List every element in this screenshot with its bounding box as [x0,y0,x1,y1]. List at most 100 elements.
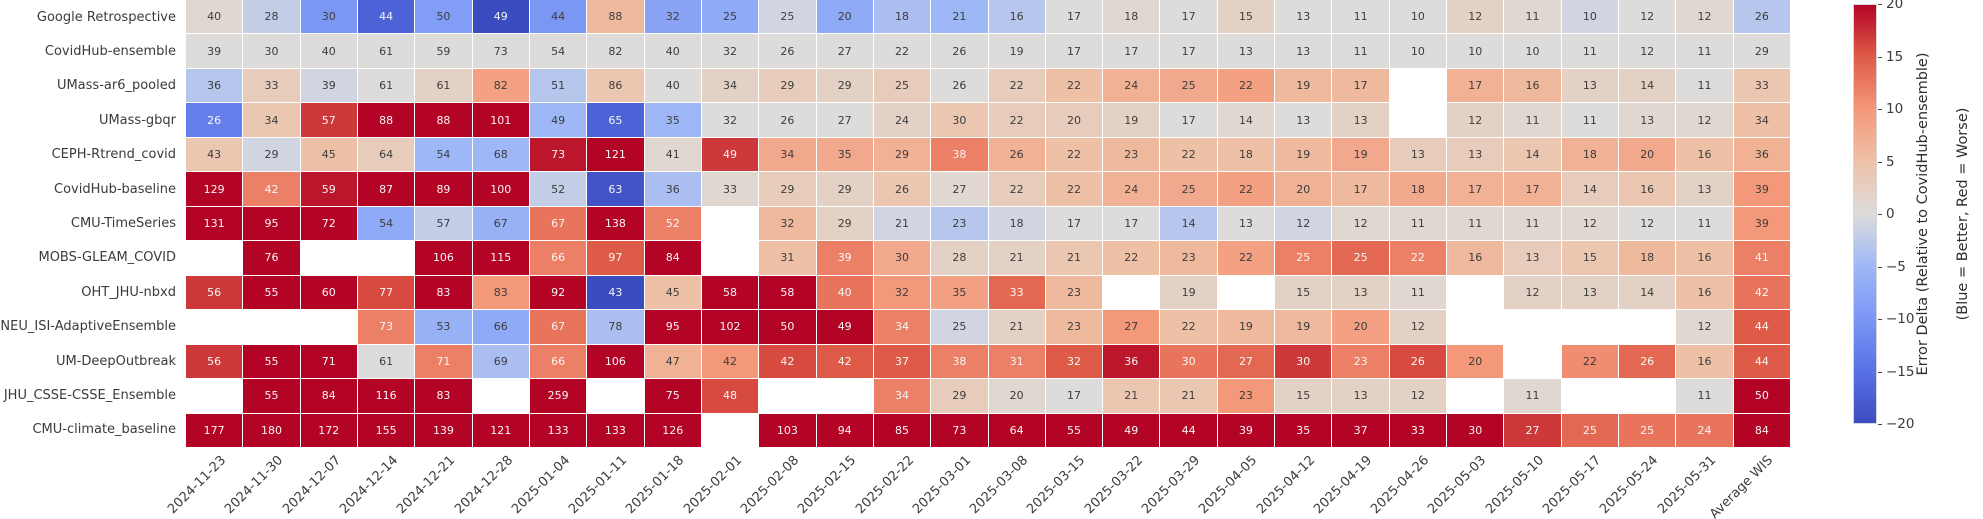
heatmap-cell: 32 [644,0,701,34]
heatmap-cell: 19 [1275,310,1332,344]
heatmap-cell: 26 [759,34,816,68]
heatmap-cell: 33 [1733,68,1790,103]
heatmap-cell: 172 [300,413,357,447]
heatmap-cell: 129 [186,172,243,206]
heatmap-cell: 88 [357,103,415,137]
heatmap-cell: 40 [644,68,701,103]
heatmap-cell: 83 [415,379,472,413]
x-tick-label: 2025-02-01 [680,453,745,518]
heatmap-cell [357,241,415,275]
heatmap-cell: 22 [988,68,1045,103]
heatmap-cell: 12 [1332,206,1389,241]
heatmap-cell: 40 [300,34,357,68]
heatmap-cell: 33 [243,68,300,103]
heatmap-cell: 16 [1676,275,1733,310]
heatmap-cell: 259 [529,379,587,413]
heatmap-cell: 55 [243,344,300,379]
heatmap-cell: 19 [1275,137,1332,172]
heatmap-cell: 19 [1160,275,1217,310]
heatmap-cell: 27 [1103,310,1160,344]
heatmap-cell: 14 [1619,275,1676,310]
heatmap-cell: 28 [931,241,988,275]
heatmap-cell: 23 [1045,310,1103,344]
heatmap-cell: 17 [1045,0,1103,34]
x-tick-label: 2025-05-24 [1597,453,1662,518]
heatmap-cell: 20 [1275,172,1332,206]
colorbar-tick-label: −20 [1886,416,1915,432]
heatmap-cell: 13 [1561,68,1619,103]
heatmap-cell: 155 [357,413,415,447]
heatmap-cell: 66 [529,344,587,379]
heatmap-cell: 29 [816,172,873,206]
heatmap-cell: 17 [1447,68,1504,103]
row-label: UMass-ar6_pooled [56,78,176,94]
heatmap-cell: 17 [1160,34,1217,68]
heatmap-cell: 39 [816,241,873,275]
heatmap-cell: 15 [1217,0,1275,34]
heatmap-cell: 25 [1332,241,1389,275]
heatmap-cell: 40 [816,275,873,310]
heatmap-cell: 30 [243,34,300,68]
x-tick-label: 2025-05-03 [1425,453,1490,518]
heatmap-cell: 26 [1733,0,1790,34]
heatmap-cell: 29 [243,137,300,172]
heatmap-cell [472,379,529,413]
colorbar-tick [1878,4,1882,5]
heatmap-cell: 29 [816,206,873,241]
x-tick-label: 2025-03-01 [909,453,974,518]
heatmap-cell: 30 [300,0,357,34]
heatmap-cell: 22 [988,103,1045,137]
heatmap-cell: 10 [1389,34,1447,68]
heatmap-cell: 11 [1504,0,1561,34]
heatmap-cell [1389,68,1447,103]
heatmap-cell: 88 [587,0,644,34]
heatmap-cell: 21 [931,0,988,34]
x-tick-label: 2025-03-15 [1024,453,1089,518]
x-tick-label: 2025-04-26 [1368,453,1433,518]
heatmap-cell: 43 [587,275,644,310]
heatmap-cell: 18 [1103,0,1160,34]
heatmap-cell: 22 [1045,172,1103,206]
heatmap-cell: 18 [988,206,1045,241]
row-label: Google Retrospective [36,9,176,25]
heatmap-cell: 106 [415,241,472,275]
heatmap-cell: 29 [759,172,816,206]
heatmap-cell: 29 [873,137,931,172]
colorbar-tick [1878,266,1882,268]
heatmap-cell: 65 [587,103,644,137]
heatmap-cell: 61 [357,344,415,379]
heatmap-cell: 133 [587,413,644,447]
heatmap-cell: 84 [300,379,357,413]
heatmap-cell [1504,310,1561,344]
heatmap-cell: 83 [415,275,472,310]
heatmap-cell: 11 [1504,379,1561,413]
heatmap-cell: 49 [701,137,759,172]
heatmap-cell: 11 [1447,206,1504,241]
heatmap-cell: 19 [1103,103,1160,137]
heatmap-cell: 97 [587,241,644,275]
heatmap-cell: 121 [587,137,644,172]
heatmap-cell: 14 [1217,103,1275,137]
heatmap-grid: 40 28 30 44 50 49 44 88 32 25 25 20 18 21 16 17 18 17 15 13… [186,0,1790,447]
heatmap-cell [1447,275,1504,310]
heatmap-cell: 22 [1389,241,1447,275]
row-label: JHU_CSSE-CSSE_Ensemble [3,387,176,403]
colorbar-tick [1878,319,1882,320]
heatmap-cell: 50 [415,0,472,34]
heatmap-cell: 36 [1733,137,1790,172]
row-labels: Google Retrospective CovidHub-ensemble UMa… [0,0,181,447]
heatmap-cell: 57 [415,206,472,241]
heatmap-cell: 12 [1275,206,1332,241]
heatmap-cell: 82 [587,34,644,68]
heatmap-cell [300,241,357,275]
heatmap-cell: 41 [644,137,701,172]
heatmap-cell: 59 [415,34,472,68]
heatmap-cell: 10 [1389,0,1447,34]
heatmap-cell: 13 [1275,34,1332,68]
heatmap-cell: 36 [186,68,243,103]
heatmap-cell: 32 [873,275,931,310]
heatmap-cell: 24 [1103,68,1160,103]
heatmap-cell: 56 [186,344,243,379]
heatmap-cell: 30 [931,103,988,137]
